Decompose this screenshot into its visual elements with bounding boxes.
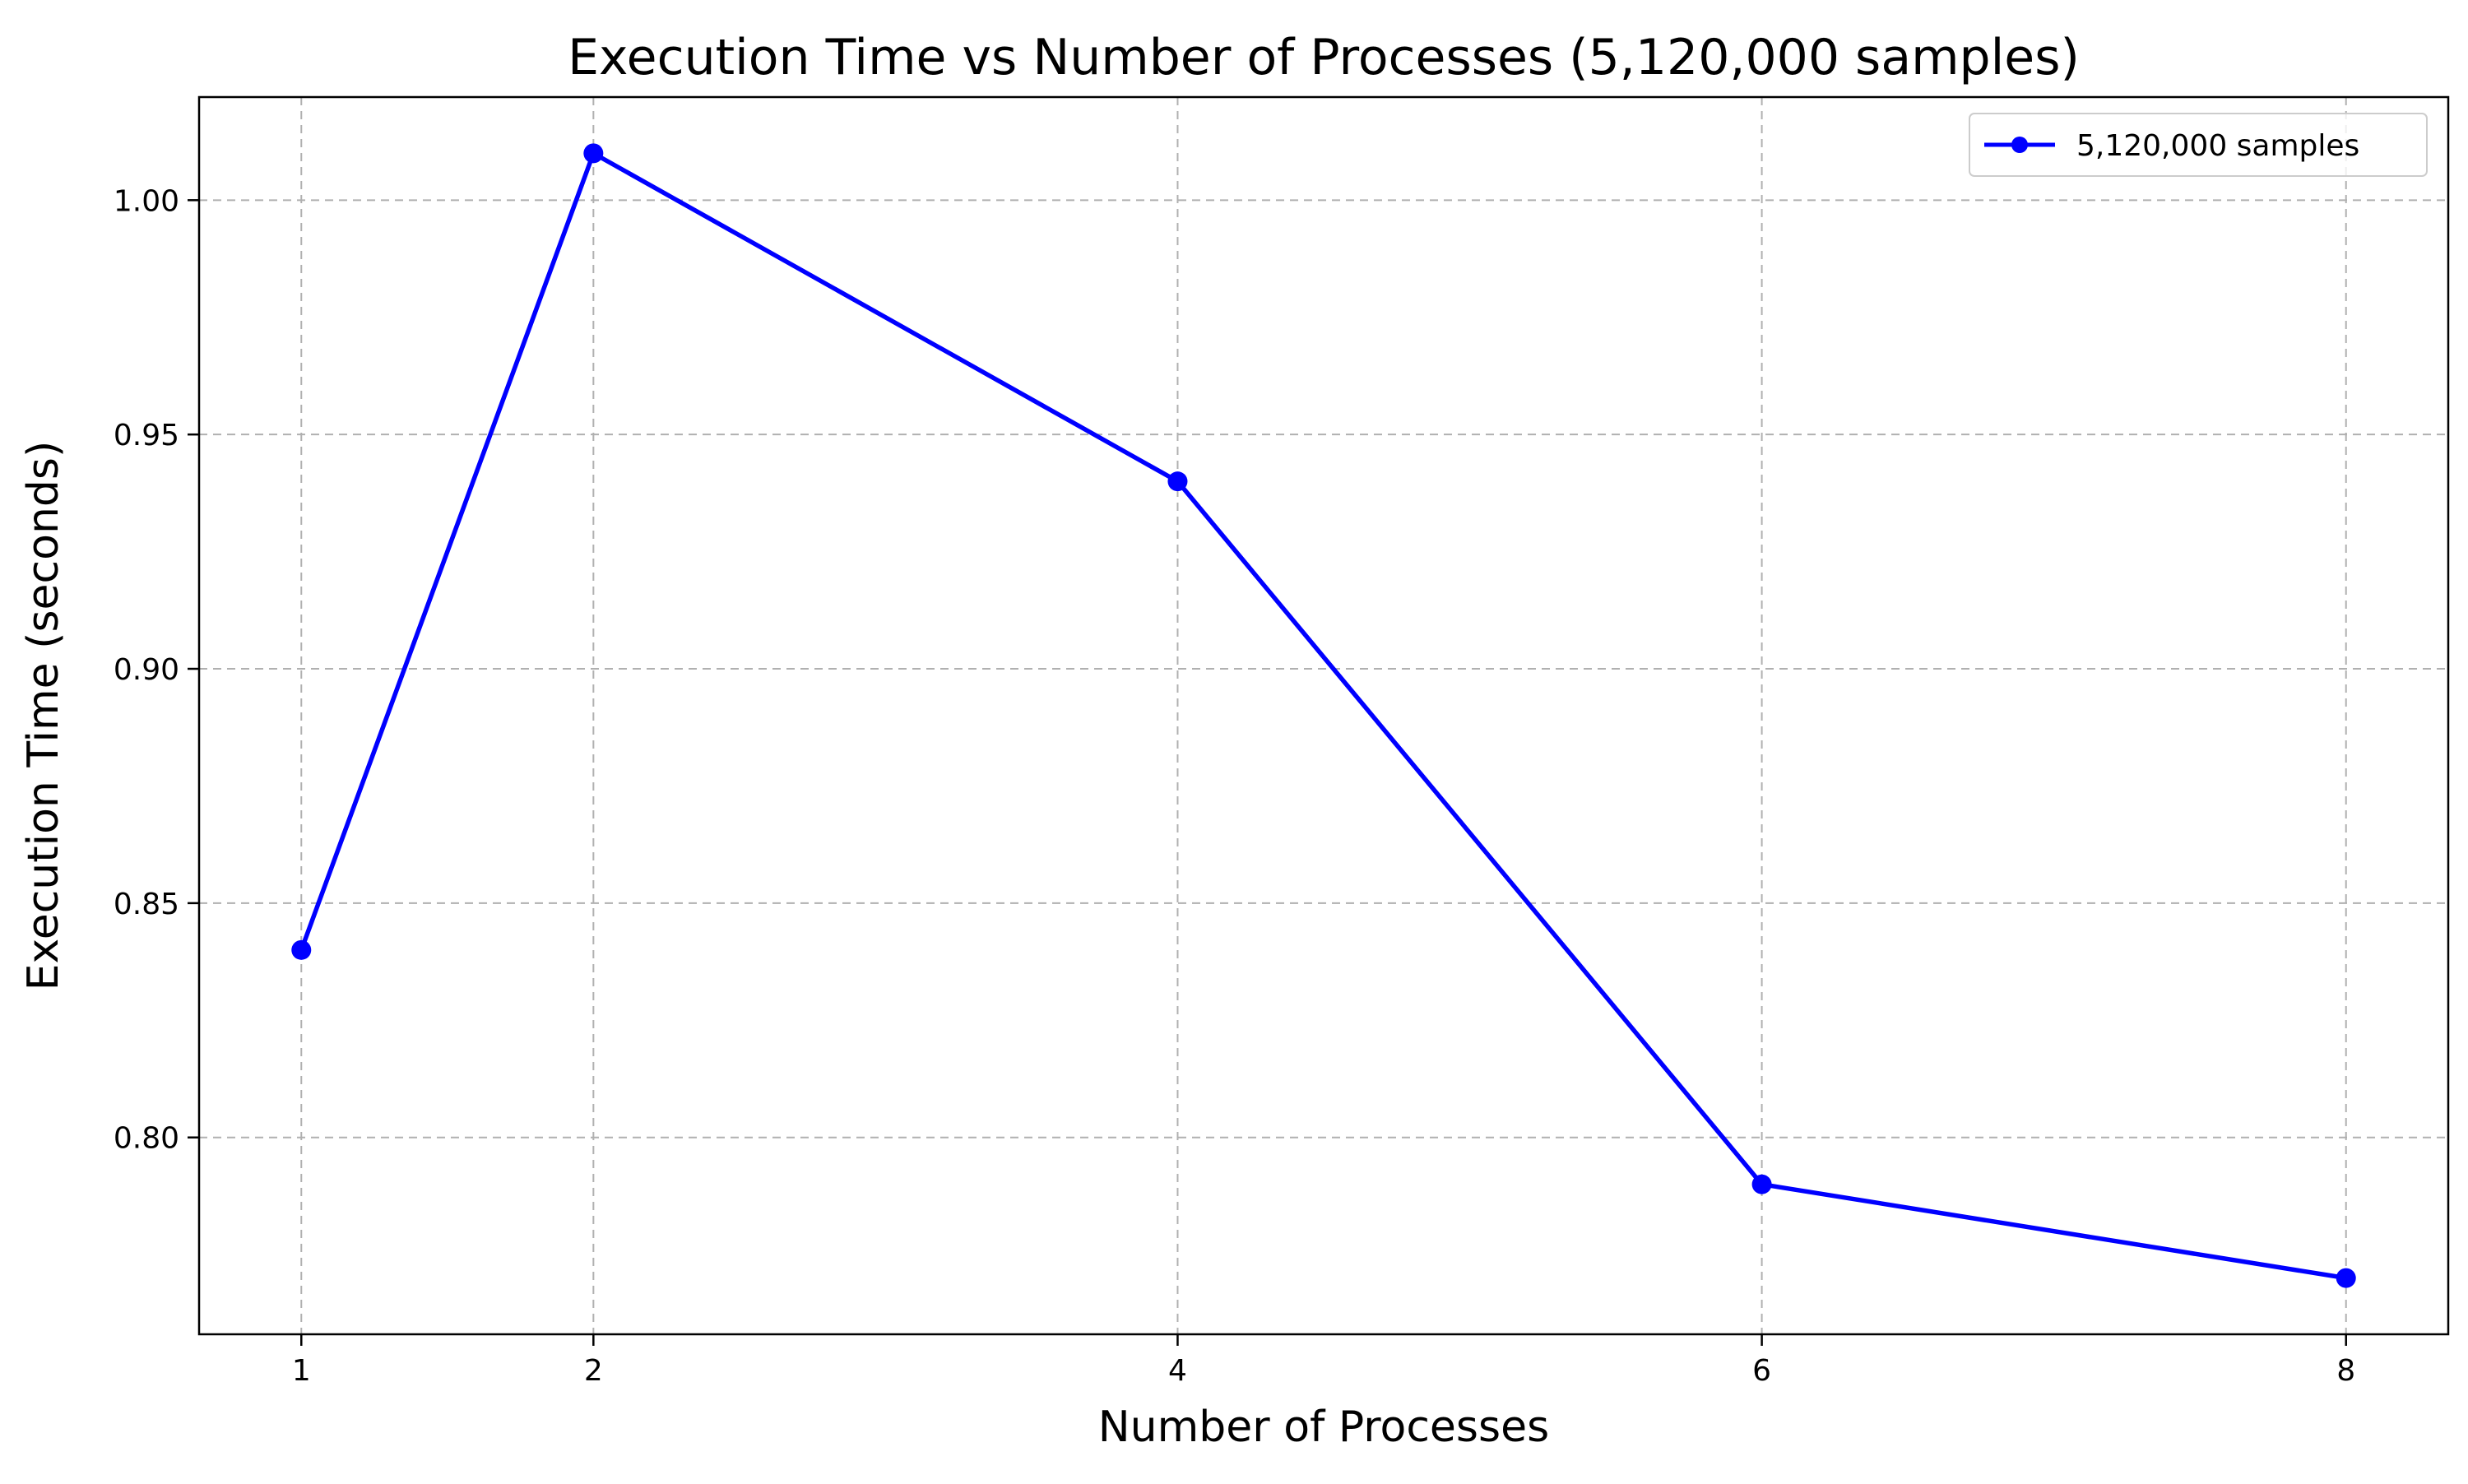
y-tick-label: 0.95 <box>114 419 179 452</box>
y-tick-label: 1.00 <box>114 184 179 218</box>
series-layer <box>291 143 2356 1288</box>
x-tick-label: 1 <box>292 1354 311 1388</box>
chart-title: Execution Time vs Number of Processes (5… <box>568 29 2080 86</box>
y-tick-label: 0.90 <box>114 653 179 687</box>
x-tick-label: 6 <box>1752 1354 1771 1388</box>
y-tick-label: 0.85 <box>114 888 179 921</box>
legend-marker <box>2011 137 2028 153</box>
legend-box <box>1969 113 2428 177</box>
grid <box>199 97 2448 1334</box>
x-axis-ticks: 1 2 4 6 8 <box>292 1334 2355 1388</box>
data-point <box>2336 1268 2356 1288</box>
legend: 5,120,000 samples <box>1969 113 2428 177</box>
data-point <box>1751 1174 1772 1194</box>
x-axis-label: Number of Processes <box>1098 1403 1549 1452</box>
legend-label: 5,120,000 samples <box>2076 129 2359 163</box>
plot-frame <box>197 95 2450 1336</box>
data-point <box>291 939 312 960</box>
data-point <box>583 143 604 164</box>
data-point <box>1167 471 1188 492</box>
x-tick-label: 2 <box>584 1354 603 1388</box>
y-axis-ticks: 0.80 0.85 0.90 0.95 1.00 <box>114 184 199 1156</box>
y-axis-label: Execution Time (seconds) <box>19 441 68 991</box>
x-tick-label: 4 <box>1168 1354 1187 1388</box>
x-tick-label: 8 <box>2336 1354 2355 1388</box>
y-tick-label: 0.80 <box>114 1122 179 1156</box>
